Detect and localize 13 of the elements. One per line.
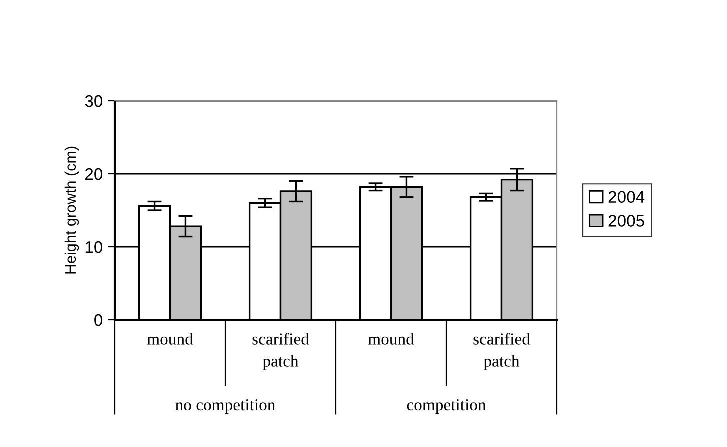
x-tick-label: scarified patch bbox=[252, 332, 310, 370]
text: competition bbox=[407, 399, 486, 414]
y-axis-title: Height growth (cm) bbox=[64, 146, 80, 274]
y-tick-label: 30 bbox=[85, 95, 103, 108]
legend-label: 2004 bbox=[608, 191, 645, 204]
legend-label: 2005 bbox=[608, 215, 644, 227]
x-tick-label: mound bbox=[368, 333, 414, 345]
y-tick-label: 10 bbox=[86, 241, 103, 254]
y-tick-label: 20 bbox=[85, 168, 103, 180]
x-tick-label: mound bbox=[147, 333, 194, 345]
x-tick-label: scarified patch bbox=[474, 332, 530, 370]
y-tick-label: 0 bbox=[94, 314, 103, 326]
text: no competition bbox=[176, 399, 276, 414]
